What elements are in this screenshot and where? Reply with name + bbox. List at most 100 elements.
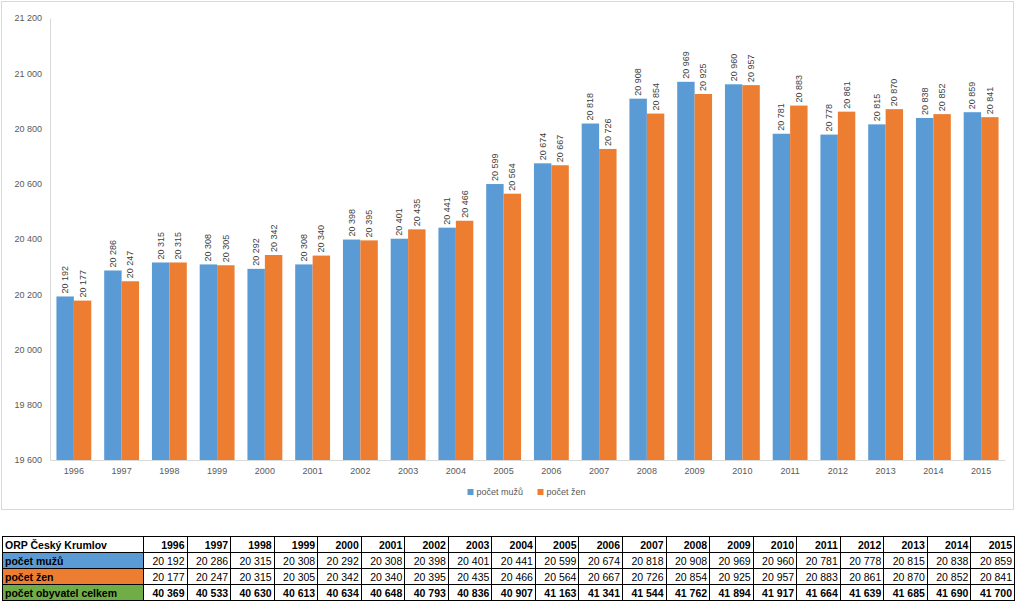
x-tick: 1997 — [112, 460, 132, 476]
table-cell: 20 401 — [448, 553, 492, 569]
table-cell: 20 308 — [361, 553, 405, 569]
table-cell: 20 435 — [448, 569, 492, 585]
y-tick-label: 19 600 — [14, 455, 42, 465]
x-tick-label: 2004 — [446, 466, 466, 476]
bar — [456, 221, 473, 460]
table-cell: 20 466 — [492, 569, 536, 585]
data-label: 20 398 — [347, 209, 357, 237]
x-tick: 2010 — [732, 460, 752, 476]
bar — [343, 240, 360, 460]
data-label: 20 401 — [394, 208, 404, 236]
bar — [551, 165, 568, 460]
table-cell: 41 894 — [710, 585, 754, 601]
x-tick: 2007 — [589, 460, 609, 476]
table-header-cell: 2006 — [579, 537, 623, 553]
table-cell: 40 793 — [405, 585, 449, 601]
table-header-cell: 2004 — [492, 537, 536, 553]
data-label: 20 441 — [442, 197, 452, 225]
table-cell: 20 177 — [144, 569, 188, 585]
x-axis-line — [51, 460, 1006, 461]
table-cell: 20 315 — [231, 553, 275, 569]
x-tick: 1999 — [207, 460, 227, 476]
bar — [486, 184, 503, 460]
table-cell: 20 398 — [405, 553, 449, 569]
table-cell: 20 852 — [927, 569, 971, 585]
bar — [504, 194, 521, 460]
legend: počet mužů počet žen — [468, 487, 586, 497]
data-label: 20 815 — [872, 94, 882, 122]
bar — [408, 229, 425, 460]
chart-frame — [2, 2, 1014, 510]
table-row-label: počet obyvatel celkem — [3, 585, 144, 601]
table-cell: 41 690 — [927, 585, 971, 601]
table-row-label: počet mužů — [3, 553, 144, 569]
y-tick: 20 400 — [14, 234, 50, 244]
data-label: 20 854 — [651, 83, 661, 111]
table-cell: 20 247 — [187, 569, 231, 585]
bar — [360, 240, 377, 460]
table-header-cell: 2015 — [971, 537, 1015, 553]
legend-label: počet mužů — [477, 487, 524, 497]
table-cell: 41 639 — [840, 585, 884, 601]
table-cell: 20 286 — [187, 553, 231, 569]
table-header-cell: 1999 — [274, 537, 318, 553]
x-tick: 2001 — [303, 460, 323, 476]
table-header-cell: 2012 — [840, 537, 884, 553]
table-cell: 20 395 — [405, 569, 449, 585]
table-row-label: počet žen — [3, 569, 144, 585]
x-tick-label: 2007 — [589, 466, 609, 476]
table-cell: 41 685 — [884, 585, 928, 601]
table-cell: 40 634 — [318, 585, 362, 601]
x-tick: 1998 — [159, 460, 179, 476]
bar — [200, 264, 217, 460]
table-header-cell: 2013 — [884, 537, 928, 553]
table-cell: 20 564 — [535, 569, 579, 585]
x-tick-label: 2011 — [780, 466, 799, 476]
data-label: 20 859 — [967, 82, 977, 110]
data-label: 20 908 — [633, 68, 643, 96]
table-cell: 20 908 — [666, 553, 710, 569]
y-tick-label: 20 000 — [14, 345, 42, 355]
table-header-cell: 2008 — [666, 537, 710, 553]
table-header-cell: 2010 — [753, 537, 797, 553]
data-label: 20 340 — [316, 225, 326, 253]
table-cell: 40 613 — [274, 585, 318, 601]
data-table: ORP Český Krumlov19961997199819992000200… — [2, 536, 1015, 601]
data-label: 20 667 — [555, 135, 565, 163]
table-cell: 20 726 — [623, 569, 667, 585]
data-label: 20 305 — [221, 235, 231, 263]
table-cell: 41 163 — [535, 585, 579, 601]
y-axis: 19 60019 80020 00020 20020 40020 60020 8… — [14, 13, 50, 465]
data-label: 20 957 — [746, 55, 756, 83]
legend-label: počet žen — [547, 487, 586, 497]
x-tick-label: 2005 — [494, 466, 514, 476]
y-tick-label: 20 200 — [14, 290, 42, 300]
table-cell: 20 957 — [753, 569, 797, 585]
table-header-cell: 2014 — [927, 537, 971, 553]
x-tick-label: 1997 — [112, 466, 132, 476]
x-tick-label: 2003 — [398, 466, 418, 476]
x-tick: 2012 — [828, 460, 848, 476]
table-cell: 41 762 — [666, 585, 710, 601]
x-tick: 1996 — [64, 460, 84, 476]
x-tick: 2002 — [350, 460, 370, 476]
bar — [916, 118, 933, 460]
y-tick-label: 21 000 — [14, 69, 42, 79]
table-header-row: ORP Český Krumlov19961997199819992000200… — [3, 537, 1015, 553]
table-header-cell: 1998 — [231, 537, 275, 553]
x-tick: 2008 — [637, 460, 657, 476]
data-label: 20 960 — [729, 54, 739, 82]
chart: 20 19220 28620 31520 30820 29220 30820 3… — [0, 0, 1023, 514]
y-tick-label: 20 800 — [14, 124, 42, 134]
table-header-cell: 1997 — [187, 537, 231, 553]
table-cell: 41 664 — [797, 585, 841, 601]
bar — [790, 106, 807, 460]
x-tick: 2015 — [971, 460, 991, 476]
table-cell: 40 648 — [361, 585, 405, 601]
data-label: 20 564 — [507, 163, 517, 191]
table-header-cell: 1996 — [144, 537, 188, 553]
bar — [122, 281, 139, 460]
data-label: 20 841 — [985, 87, 995, 115]
table-cell: 20 960 — [753, 553, 797, 569]
x-tick-label: 2000 — [255, 466, 275, 476]
